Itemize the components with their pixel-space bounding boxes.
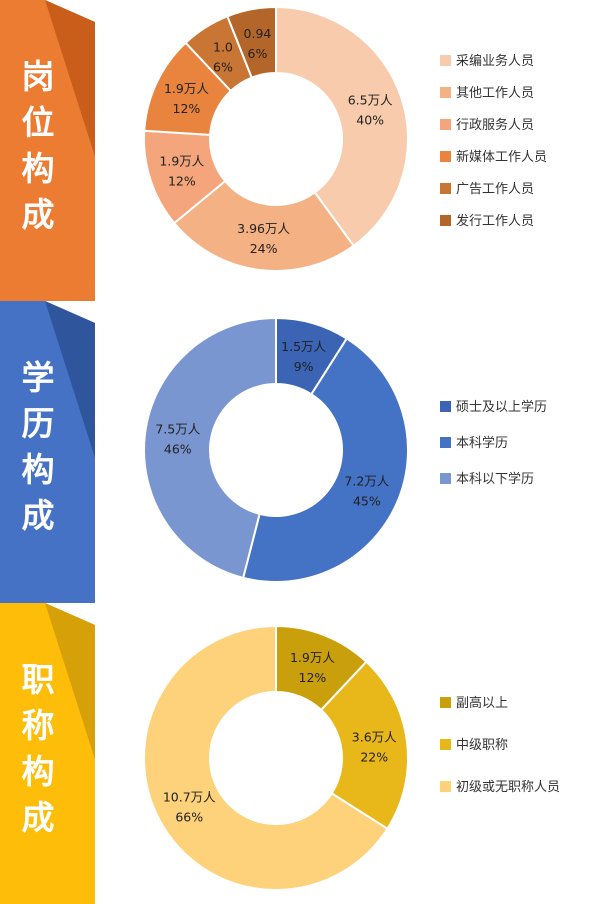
slice-percent-label: 40%	[356, 112, 384, 127]
donut-slice	[319, 660, 409, 831]
slice-value-label: 10.7万人	[163, 790, 216, 805]
legend-swatch	[440, 55, 451, 66]
slice-percent-label: 12%	[168, 174, 196, 189]
slice-value-label: 6.5万人	[348, 92, 393, 107]
section-title-char: 位	[22, 103, 55, 142]
slice-percent-label: 46%	[164, 442, 192, 457]
legend-swatch	[440, 87, 451, 98]
legend-label: 采编业务人员	[456, 53, 534, 69]
slice-percent-label: 45%	[353, 493, 381, 508]
legend-label: 广告工作人员	[456, 182, 534, 197]
section-title-char: 构	[22, 752, 55, 791]
legend-label: 发行工作人员	[456, 213, 534, 229]
slice-value-label: 3.6万人	[352, 730, 397, 745]
slice-percent-label: 22%	[360, 750, 388, 765]
donut-slice	[172, 179, 355, 272]
section-title-char: 历	[22, 404, 55, 443]
legend-label: 初级或无职称人员	[456, 780, 560, 795]
slice-value-label: 1.9万人	[164, 81, 209, 96]
legend-swatch	[440, 781, 451, 792]
section-title-char: 学	[22, 358, 55, 397]
slice-value-label: 7.5万人	[155, 422, 200, 437]
donut-slice	[143, 624, 389, 891]
slice-value-label: 1.9万人	[290, 650, 335, 665]
slice-percent-label: 6%	[248, 46, 268, 61]
legend-swatch	[440, 739, 451, 750]
slice-percent-label: 12%	[299, 670, 327, 685]
section-title-char: 称	[22, 706, 55, 745]
section-title-char: 成	[22, 496, 55, 535]
legend-label: 硕士及以上学历	[456, 399, 547, 415]
legend-label: 本科学历	[456, 435, 508, 451]
section-title-char: 职	[22, 660, 55, 699]
donut-slice	[241, 337, 409, 583]
legend-label: 行政服务人员	[456, 117, 534, 133]
donut-slice	[275, 5, 409, 248]
slice-value-label: 1.9万人	[159, 154, 204, 169]
legend-label: 中级职称	[456, 738, 508, 753]
slice-percent-label: 66%	[175, 810, 203, 825]
section-fold-shadow	[45, 0, 95, 157]
legend-swatch	[440, 151, 451, 162]
slice-value-label: 7.2万人	[344, 473, 389, 488]
legend-swatch	[440, 401, 451, 412]
donut-slice	[143, 316, 277, 580]
legend-swatch	[440, 437, 451, 448]
legend-label: 本科以下学历	[456, 471, 534, 487]
section-title-char: 成	[22, 798, 55, 837]
slice-value-label: 0.94	[244, 26, 272, 41]
slice-percent-label: 24%	[250, 241, 278, 256]
slice-value-label: 1.5万人	[281, 339, 326, 354]
section-title-char: 构	[22, 149, 55, 188]
section-fold-shadow	[45, 301, 95, 459]
legend-swatch	[440, 183, 451, 194]
legend-swatch	[440, 697, 451, 708]
slice-percent-label: 6%	[213, 59, 233, 74]
slice-value-label: 3.96万人	[237, 221, 290, 236]
section-title-char: 岗	[22, 57, 55, 96]
slice-percent-label: 12%	[173, 101, 201, 116]
donut-slice	[226, 5, 277, 79]
section-title-char: 成	[22, 195, 55, 234]
legend-label: 其他工作人员	[456, 86, 534, 101]
slice-value-label: 1.0	[213, 39, 233, 54]
section-fold-shadow	[45, 603, 95, 760]
slice-percent-label: 9%	[294, 359, 314, 374]
section-title-char: 构	[22, 450, 55, 489]
legend-label: 新媒体工作人员	[456, 149, 547, 165]
legend-swatch	[440, 215, 451, 226]
legend-swatch	[440, 119, 451, 130]
legend-label: 副高以上	[456, 695, 508, 711]
legend-swatch	[440, 473, 451, 484]
